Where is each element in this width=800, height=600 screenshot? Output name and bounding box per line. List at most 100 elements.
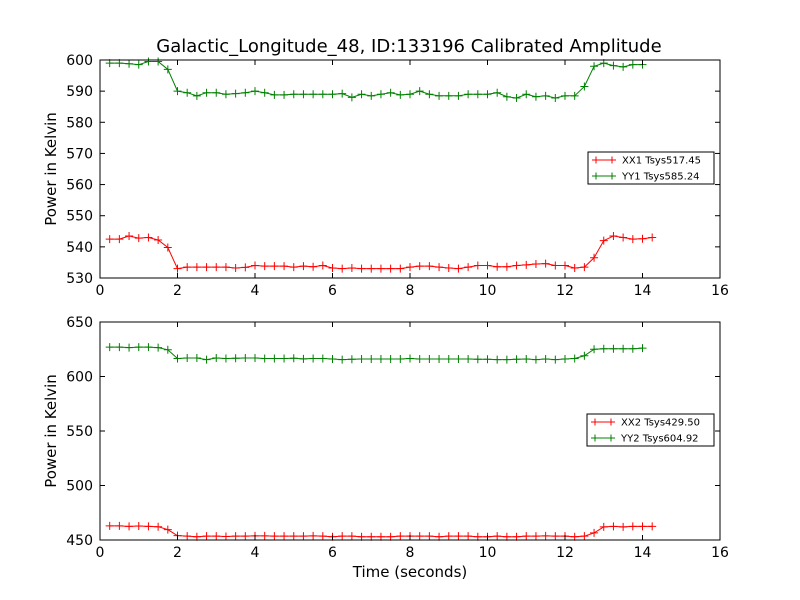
- data-point: [192, 91, 201, 100]
- data-point: [280, 90, 289, 99]
- legend-box: [587, 151, 715, 185]
- data-point: [561, 91, 569, 100]
- data-point: [289, 354, 298, 363]
- data-point: [483, 261, 492, 270]
- data-point: [454, 91, 463, 100]
- data-point: [154, 343, 163, 352]
- y-tick-label: 560: [66, 178, 93, 194]
- data-point: [105, 521, 114, 530]
- data-point: [599, 522, 608, 531]
- data-point: [202, 532, 211, 541]
- data-point: [512, 532, 521, 541]
- data-point: [105, 343, 114, 352]
- data-point: [435, 91, 444, 100]
- data-point: [347, 93, 356, 102]
- data-point: [309, 531, 318, 540]
- legend-marker: [607, 434, 615, 442]
- data-point: [318, 90, 327, 99]
- data-point: [125, 343, 134, 352]
- legend-entry: XX2 Tsys429.50: [591, 418, 700, 429]
- data-point: [231, 89, 240, 98]
- data-point: [173, 264, 182, 273]
- data-point: [144, 233, 153, 242]
- data-point: [115, 235, 124, 244]
- data-point: [251, 87, 259, 96]
- x-tick-label: 12: [556, 545, 574, 561]
- data-point: [473, 355, 482, 364]
- data-point: [522, 260, 531, 269]
- data-point: [163, 243, 172, 252]
- data-point: [357, 355, 366, 364]
- data-point: [425, 355, 434, 364]
- data-point: [144, 522, 153, 531]
- x-tick-label: 8: [406, 283, 415, 299]
- data-point: [318, 261, 327, 270]
- data-point: [541, 259, 550, 268]
- data-point: [415, 532, 424, 541]
- data-point: [638, 344, 647, 353]
- data-point: [599, 236, 608, 245]
- data-point: [173, 87, 182, 96]
- y-tick-label: 530: [66, 271, 93, 287]
- x-tick-label: 0: [96, 283, 105, 299]
- data-point: [338, 264, 347, 273]
- x-tick-label: 12: [556, 283, 574, 299]
- x-tick-label: 4: [251, 283, 260, 299]
- data-point: [270, 90, 279, 99]
- data-point: [241, 532, 250, 541]
- data-point: [280, 262, 289, 271]
- data-point: [125, 59, 134, 68]
- x-tick-label: 2: [173, 283, 182, 299]
- x-tick-label: 6: [328, 283, 337, 299]
- data-point: [464, 263, 473, 272]
- data-point: [309, 90, 318, 99]
- data-point: [609, 522, 618, 531]
- data-point: [464, 90, 473, 99]
- data-point: [522, 532, 531, 541]
- data-point: [367, 532, 376, 541]
- y-tick-label: 650: [66, 315, 93, 331]
- data-point: [628, 235, 637, 244]
- x-tick-label: 8: [406, 545, 415, 561]
- data-point: [609, 61, 618, 70]
- data-point: [173, 354, 182, 363]
- data-point: [609, 231, 618, 240]
- data-point: [415, 355, 424, 364]
- data-point: [531, 92, 540, 101]
- legend-marker: [591, 434, 599, 442]
- data-point: [512, 355, 521, 364]
- data-point: [454, 264, 463, 273]
- x-tick-label: 6: [328, 545, 337, 561]
- data-point: [638, 522, 647, 531]
- data-point: [473, 261, 482, 270]
- data-point: [551, 93, 560, 102]
- data-point: [580, 532, 589, 541]
- data-point: [125, 522, 134, 531]
- data-point: [318, 354, 327, 363]
- data-point: [444, 264, 453, 273]
- data-point: [483, 90, 492, 99]
- data-point: [454, 532, 463, 541]
- data-point: [318, 532, 327, 541]
- data-point: [251, 353, 259, 362]
- legend-label: YY1 Tsys585.24: [621, 172, 700, 183]
- x-tick-label: 14: [634, 283, 652, 299]
- data-point: [599, 344, 608, 353]
- data-point: [619, 522, 628, 531]
- data-point: [134, 343, 143, 352]
- data-point: [154, 522, 163, 531]
- y-axis-label: Power in Kelvin: [42, 112, 60, 226]
- data-point: [444, 532, 453, 541]
- legend-label: YY2 Tsys604.92: [620, 434, 699, 445]
- data-point: [221, 263, 230, 272]
- data-point: [338, 89, 347, 98]
- legend-entry: XX1 Tsys517.45: [592, 156, 701, 167]
- data-point: [357, 264, 366, 273]
- data-point: [192, 263, 201, 272]
- data-point: [386, 355, 395, 364]
- data-point: [551, 261, 560, 270]
- data-point: [435, 355, 444, 364]
- data-point: [357, 90, 366, 99]
- y-tick-label: 550: [66, 424, 93, 440]
